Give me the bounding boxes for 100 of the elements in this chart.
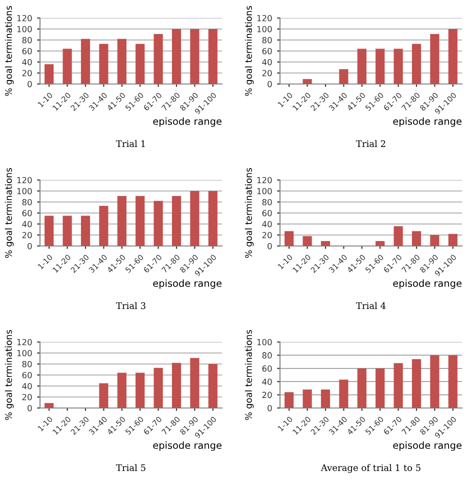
y-tick-label: 100 (257, 188, 272, 194)
bar (117, 372, 126, 408)
bar (430, 355, 440, 408)
bar (357, 368, 366, 408)
text: Trial 1 (116, 140, 145, 148)
bar (430, 235, 440, 246)
y-tick-label: 80 (22, 36, 32, 44)
bar (62, 48, 72, 84)
bar (117, 38, 126, 84)
y-tick-label: 40 (262, 220, 272, 228)
bar (448, 355, 458, 408)
x-axis-title: episode range (153, 441, 222, 451)
y-axis-title: % goal terminations (244, 6, 254, 96)
bar (190, 191, 200, 246)
y-tick-label: 20 (22, 232, 32, 238)
bar (136, 372, 145, 408)
bar (357, 48, 366, 84)
y-tick-label: 60 (262, 365, 272, 372)
y-tick-label: 60 (262, 48, 272, 54)
bar (80, 38, 90, 84)
y-tick-label: 40 (262, 378, 272, 385)
y-tick-label: 60 (22, 372, 32, 378)
x-axis-title: episode range (153, 117, 222, 127)
bar (302, 390, 312, 408)
text: Average of trial 1 to 5 (320, 464, 420, 473)
y-tick-label: 20 (262, 392, 272, 398)
y-tick-label: 100 (17, 188, 32, 194)
bar (117, 196, 126, 246)
y-tick-label: 80 (262, 352, 272, 358)
bar (44, 64, 54, 84)
bar (44, 403, 54, 408)
bar (394, 226, 403, 246)
bar (154, 200, 163, 246)
text: Trial 4 (356, 302, 386, 310)
y-tick-label: 20 (22, 70, 32, 76)
y-tick-label: 0 (268, 242, 272, 250)
bar (80, 216, 90, 246)
bar (430, 34, 440, 84)
x-axis-title: episode range (393, 441, 462, 451)
bar (208, 364, 218, 408)
bar (190, 358, 200, 408)
y-tick-label: 80 (262, 198, 272, 206)
bar (394, 363, 403, 408)
y-tick-label: 100 (17, 350, 32, 356)
y-tick-label: 0 (28, 80, 32, 88)
text: Trial 2 (356, 140, 386, 148)
bar (284, 392, 294, 408)
bar (412, 359, 422, 408)
bar (302, 79, 312, 84)
y-tick-label: 40 (22, 220, 32, 228)
y-tick-label: 100 (257, 338, 272, 346)
bar (136, 44, 145, 84)
bar (339, 380, 348, 408)
bar (99, 383, 108, 408)
bar (44, 216, 54, 246)
y-tick-label: 80 (262, 36, 272, 44)
bar (62, 216, 72, 246)
y-axis-title: % goal terminations (244, 168, 254, 258)
y-axis-title: % goal terminations (4, 330, 14, 420)
y-tick-label: 120 (17, 14, 32, 22)
y-axis-title: % goal terminations (4, 168, 14, 258)
y-tick-label: 0 (28, 242, 32, 250)
bar (376, 368, 385, 408)
bar (208, 29, 218, 84)
y-tick-label: 60 (22, 48, 32, 54)
bar (284, 231, 294, 246)
y-tick-label: 40 (22, 382, 32, 390)
y-tick-label: 0 (268, 404, 272, 412)
bar (136, 196, 145, 246)
y-tick-label: 120 (17, 338, 32, 346)
x-axis-title: episode range (393, 279, 462, 289)
y-tick-label: 60 (22, 210, 32, 216)
bar (154, 368, 163, 408)
y-tick-label: 100 (257, 26, 272, 32)
y-tick-label: 120 (257, 176, 272, 184)
y-tick-label: 20 (262, 232, 272, 238)
y-tick-label: 120 (17, 176, 32, 184)
bar (376, 48, 385, 84)
y-tick-label: 80 (22, 360, 32, 368)
bar (320, 241, 330, 246)
y-tick-label: 40 (22, 58, 32, 66)
bar (376, 241, 385, 246)
y-axis-title: % goal terminations (4, 6, 14, 96)
bar (154, 34, 163, 84)
bar (412, 231, 422, 246)
bar (172, 362, 182, 408)
bar (339, 69, 348, 84)
bar (172, 196, 182, 246)
x-axis-title: episode range (393, 117, 462, 127)
text: Trial 5 (116, 464, 146, 472)
bar (99, 44, 108, 84)
bar (99, 206, 108, 246)
bar (208, 191, 218, 246)
bar (190, 29, 200, 84)
y-tick-label: 100 (17, 26, 32, 32)
bar (302, 236, 312, 246)
y-tick-label: 60 (262, 210, 272, 216)
bar (394, 48, 403, 84)
bar (172, 29, 182, 84)
bar (412, 44, 422, 84)
